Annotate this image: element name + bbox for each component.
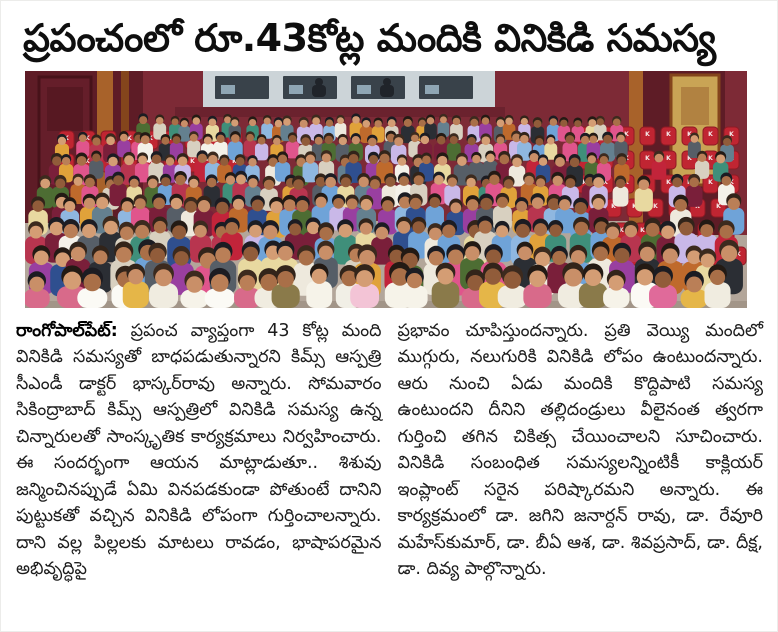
svg-text:K: K xyxy=(736,251,741,258)
article-photo: KKKKKKKKKKKKKKKKKKKKKKKKKKKKKKKKKKKKKKKK… xyxy=(25,70,747,308)
svg-text:K: K xyxy=(85,135,90,142)
svg-text:K: K xyxy=(624,131,629,138)
article-column-left: రాంగోపాల్‌పేట్: ప్రపంచ వ్యాప్తంగా 43 కోట… xyxy=(16,318,382,583)
svg-text:K: K xyxy=(708,155,713,162)
dateline: రాంగోపాల్‌పేట్: xyxy=(16,320,118,341)
svg-text:K: K xyxy=(716,203,721,210)
svg-text:K: K xyxy=(687,131,692,138)
svg-text:K: K xyxy=(729,131,734,138)
svg-text:K: K xyxy=(127,135,132,142)
svg-text:K: K xyxy=(708,179,713,186)
svg-text:K: K xyxy=(708,131,713,138)
svg-text:K: K xyxy=(611,203,616,210)
svg-text:K: K xyxy=(632,203,637,210)
svg-text:K: K xyxy=(687,155,692,162)
article-text-left: ప్రపంచ వ్యాప్తంగా 43 కోట్ల మంది వినికిడి… xyxy=(16,320,382,580)
svg-text:K: K xyxy=(645,131,650,138)
svg-text:K: K xyxy=(190,158,195,165)
svg-text:K: K xyxy=(666,155,671,162)
article-body: రాంగోపాల్‌పేట్: ప్రపంచ వ్యాప్తంగా 43 కోట… xyxy=(1,308,777,583)
svg-text:K: K xyxy=(729,179,734,186)
svg-text:K: K xyxy=(640,227,645,234)
svg-text:K: K xyxy=(603,179,608,186)
svg-text:K: K xyxy=(666,131,671,138)
svg-text:K: K xyxy=(85,158,90,165)
article-headline: ప్రపంచంలో రూ.43కోట్ల మందికి వినికిడి సమస… xyxy=(23,16,716,60)
svg-text:K: K xyxy=(653,203,658,210)
svg-text:K: K xyxy=(666,179,671,186)
auditorium-group-photo-illustration: KKKKKKKKKKKKKKKKKKKKKKKKKKKKKKKKKKKKKKKK… xyxy=(25,70,747,308)
svg-text:K: K xyxy=(232,158,237,165)
article-text-right: ప్రభావం చూపిస్తుందన్నారు. ప్రతి వెయ్యి మ… xyxy=(397,320,764,580)
svg-text:K: K xyxy=(645,155,650,162)
auditorium-crowd-illustration xyxy=(25,112,745,308)
article-column-right: ప్రభావం చూపిస్తుందన్నారు. ప్రతి వెయ్యి మ… xyxy=(398,318,764,583)
svg-text:K: K xyxy=(619,227,624,234)
svg-text:K: K xyxy=(582,179,587,186)
